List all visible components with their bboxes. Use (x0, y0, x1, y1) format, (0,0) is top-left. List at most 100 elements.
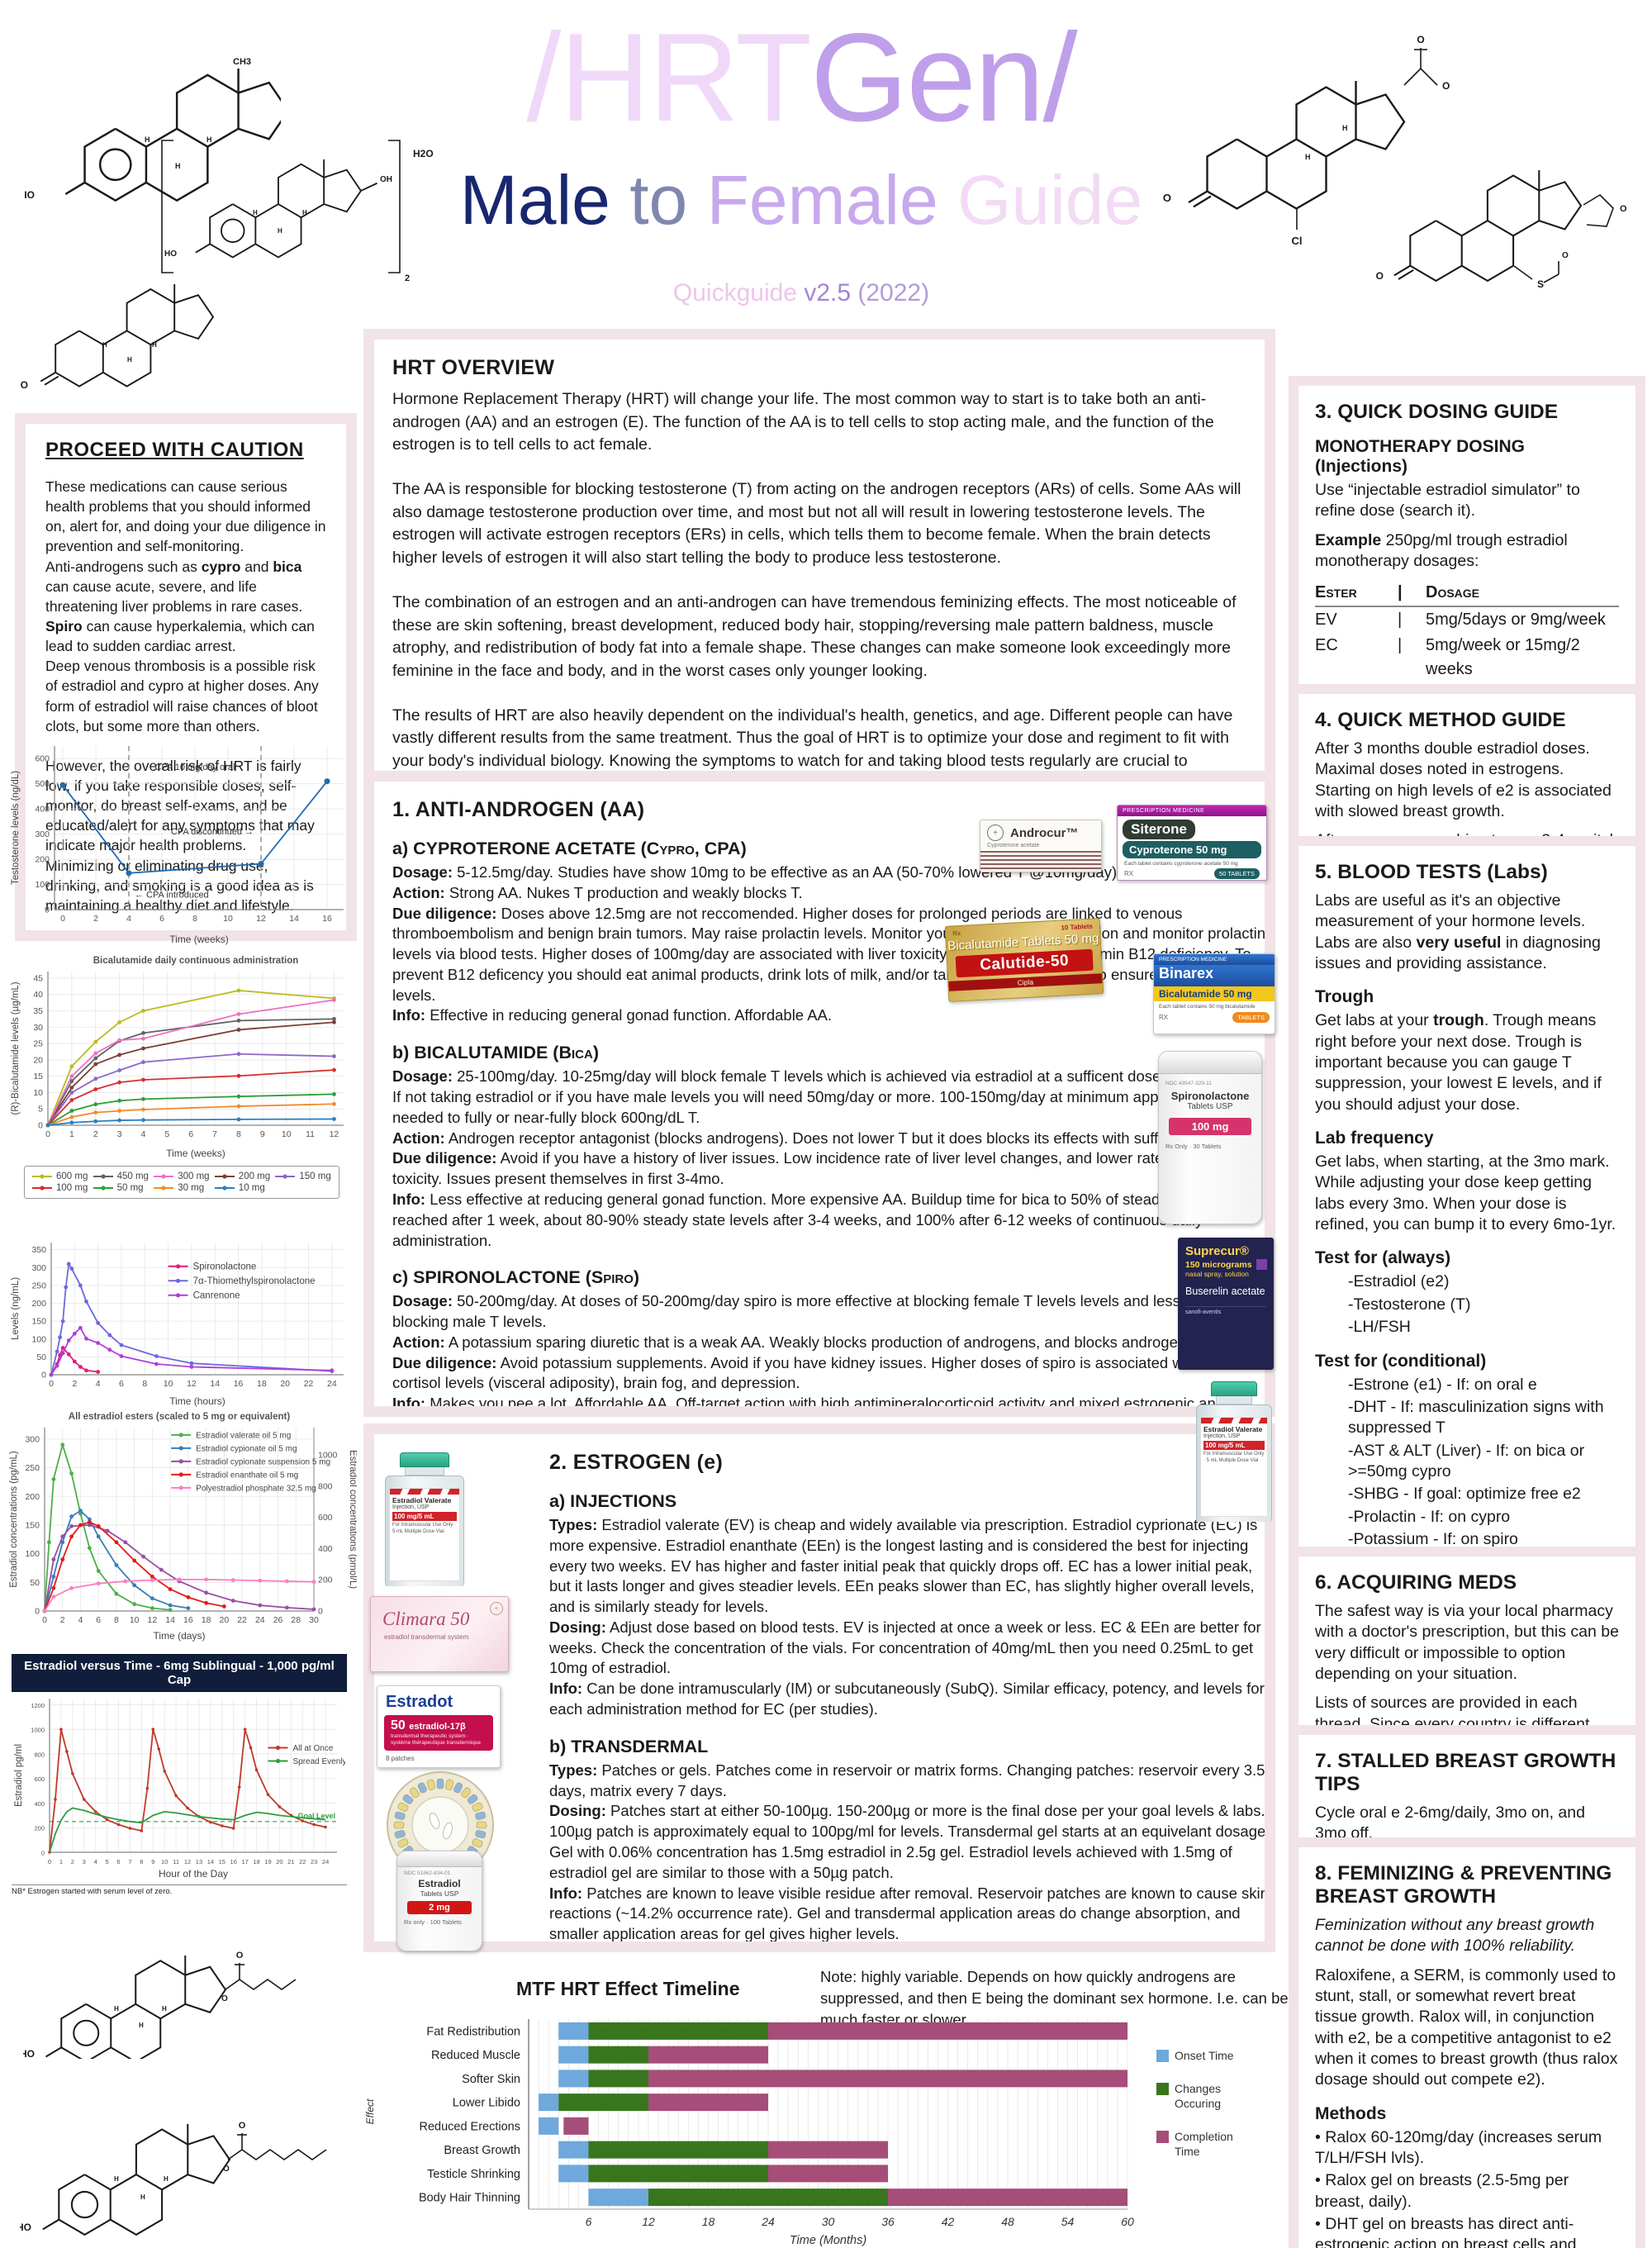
svg-text:H: H (114, 2005, 119, 2013)
svg-text:O: O (1620, 204, 1627, 214)
caution-paragraph: However, the overall risk of HRT is fair… (45, 757, 315, 854)
svg-text:1: 1 (69, 1129, 74, 1139)
med-entry-title: b) TRANSDERMAL (549, 1736, 709, 1756)
svg-text:22: 22 (299, 1858, 306, 1865)
svg-text:Cl: Cl (1292, 235, 1303, 247)
svg-text:CPA discontinued →: CPA discontinued → (171, 827, 254, 837)
timeline-note: Note: highly variable. Depends on how qu… (820, 1968, 1289, 2028)
sublingual-chart-title: Estradiol versus Time - 6mg Sublingual -… (12, 1654, 347, 1692)
svg-text:1000: 1000 (31, 1727, 45, 1734)
svg-text:0: 0 (41, 1371, 46, 1381)
svg-text:18: 18 (257, 1379, 267, 1389)
svg-text:H: H (253, 209, 258, 216)
svg-text:Time (weeks): Time (weeks) (169, 934, 229, 945)
med-entry-line: Dosing: Patches start at either 50-100µg… (549, 1802, 1270, 1881)
svg-text:Onset Time: Onset Time (1175, 2049, 1234, 2062)
svg-text:0: 0 (48, 1858, 51, 1865)
climara-box-image: + Climara 50 estradiol transdermal syste… (370, 1596, 509, 1672)
svg-text:H: H (278, 227, 282, 235)
svg-text:60: 60 (1121, 2215, 1134, 2228)
svg-text:H: H (102, 341, 107, 349)
med-entry: c) SPIRONOLACTONE (Spiro) Dosage: 50-200m… (392, 1267, 1265, 1406)
spironolactone-levels-chart: 0 2 4 6 8 10 12 14 16 18 20 22 24 0 50 100 150 200 250 300 3… (8, 1236, 355, 1412)
svg-text:4: 4 (126, 914, 131, 924)
estradiol-enanthate-structure: HO O O H H H (20, 2121, 327, 2236)
spironolactone-structure: O O O S (1376, 169, 1627, 290)
svg-text:Time (weeks): Time (weeks) (166, 1148, 225, 1159)
med-entry-line: Info: Less effective at reducing general… (392, 1190, 1227, 1249)
sidebar-list-item: -SHBG - If goal: optimize free e2 (1348, 1485, 1581, 1504)
svg-text:5: 5 (106, 1858, 109, 1865)
sidebar-list-item: -DHT - If: masculinization signs with su… (1348, 1397, 1604, 1438)
med-entry-line: Types: Estradiol valerate (EV) is cheap … (549, 1516, 1258, 1616)
sidebar-paragraph: Use “injectable estradiol simulator” to … (1315, 481, 1580, 520)
svg-text:O: O (1442, 80, 1450, 92)
svg-text:Estradiol concentrations (pg/m: Estradiol concentrations (pg/mL) (9, 1451, 19, 1588)
svg-text:4: 4 (78, 1615, 83, 1625)
cpa-testosterone-chart: 0 2 4 6 8 10 12 14 16 0 100 200 300 400 500 600 Time (we… (8, 738, 355, 950)
svg-text:7: 7 (128, 1858, 131, 1865)
box4-heading: 4. QUICK METHOD GUIDE (1315, 709, 1566, 731)
svg-text:H2O: H2O (413, 148, 434, 159)
svg-text:0: 0 (41, 1850, 45, 1857)
svg-text:16: 16 (322, 914, 332, 924)
estradot-box-image: Estradot 50 estradiol-17β transdermal th… (377, 1685, 501, 1768)
svg-text:0: 0 (45, 1129, 50, 1139)
svg-text:Time (days): Time (days) (154, 1630, 206, 1642)
svg-text:6: 6 (586, 2215, 592, 2228)
svg-text:0: 0 (42, 1615, 47, 1625)
svg-text:Reduced Muscle: Reduced Muscle (431, 2049, 520, 2062)
sidebar-subheading: Lab frequency (1315, 1129, 1434, 1148)
svg-text:3: 3 (83, 1858, 86, 1865)
svg-text:100: 100 (25, 1549, 40, 1559)
svg-text:6: 6 (159, 914, 164, 924)
svg-text:2: 2 (93, 914, 98, 924)
med-entry-line: Action: Androgen receptor antagonist (bl… (392, 1129, 1260, 1147)
med-entry-title: a) CYPROTERONE ACETATE (Cypro, CPA) (392, 839, 747, 858)
svg-text:HO: HO (20, 2222, 31, 2233)
svg-text:400: 400 (318, 1544, 333, 1554)
svg-text:35: 35 (33, 1006, 43, 1016)
sidebar-paragraph: Example 250pg/ml trough estradiol monoth… (1315, 530, 1568, 571)
estradiol-valerate-vial-image: Estradiol Valerate Injection, USP 100 mg… (1196, 1381, 1272, 1522)
sidebar-list: -Estrone (e1) - If: on oral e -DHT - If: … (1315, 1375, 1619, 1551)
estradiol-bottle-image: NDC 51862-834-01 Estradiol Tablets USP 2… (396, 1851, 482, 1951)
page-version: Quickguide v2.5 (2022) (672, 279, 930, 307)
sidebar-paragraph: After 3 months double estradiol doses. M… (1315, 739, 1612, 821)
caution-paragraph: Spiro can cause hyperkalemia, which can … (45, 617, 315, 655)
calutide-box-image: Rx 10 Tablets Bicalutamide Tablets 50 mg … (944, 918, 1104, 1002)
svg-text:45: 45 (33, 973, 43, 983)
med-entry: b) BICALUTAMIDE (Bica) Dosage: 25-100mg/d… (392, 1043, 1265, 1251)
med-entry-line: Info: Effective in reducing general gona… (392, 1006, 833, 1024)
sidebar-subheading: Trough (1315, 987, 1374, 1007)
svg-text:H: H (162, 2005, 167, 2013)
med-entry-line: Dosage: 50-200mg/day. At doses of 50-200… (392, 1292, 1243, 1331)
med-entry-line: Dosing: Adjust dose based on blood tests… (549, 1618, 1275, 1677)
svg-text:O: O (221, 1994, 228, 2003)
svg-text:Completion: Completion (1175, 2130, 1233, 2143)
svg-text:0: 0 (49, 1379, 54, 1389)
med-entry-line: Dosage: 5-12.5mg/day. Studies have show … (392, 863, 1122, 881)
svg-text:10: 10 (161, 1858, 168, 1865)
svg-text:O: O (1163, 192, 1171, 204)
bica-chart-legend: 600 mg 450 mg 300 mg 200 mg 150 mg 100 mg 50 m… (24, 1166, 339, 1199)
spironolactone-bottle-image: NDC 43547-329-11 Spironolactone Tablets … (1158, 1051, 1262, 1224)
sidebar-list-item: -Prolactin - If: on cypro (1348, 1507, 1511, 1526)
page-subtitle: Male to Female Guide (459, 161, 1143, 239)
svg-text:Changes: Changes (1175, 2082, 1221, 2095)
timeline-title: MTF HRT Effect Timeline (516, 1978, 740, 1999)
svg-text:200: 200 (25, 1492, 40, 1502)
svg-text:H: H (1342, 124, 1348, 132)
binarex-box-image: PRESCRIPTION MEDICINE Binarex Bicalutami… (1153, 953, 1275, 1034)
sidebar-list-item: -Estrone (e1) - If: on oral e (1348, 1375, 1537, 1394)
svg-text:Canrenone: Canrenone (193, 1290, 240, 1300)
svg-text:100: 100 (31, 1334, 46, 1344)
cyproterone-acetate-structure: O Cl O O H H (1163, 34, 1450, 247)
svg-text:0: 0 (60, 914, 65, 924)
mtf-effect-timeline: MTF HRT Effect Timeline Note: highly var… (363, 1943, 1297, 2247)
svg-text:O: O (1376, 270, 1384, 282)
svg-text:4: 4 (94, 1858, 97, 1865)
med-entry: b) TRANSDERMAL Types: Patches or gels. Pa… (549, 1736, 1270, 1941)
sidebar-list-item: -Estradiol (e2) (1348, 1272, 1450, 1291)
svg-text:8: 8 (236, 1129, 241, 1139)
